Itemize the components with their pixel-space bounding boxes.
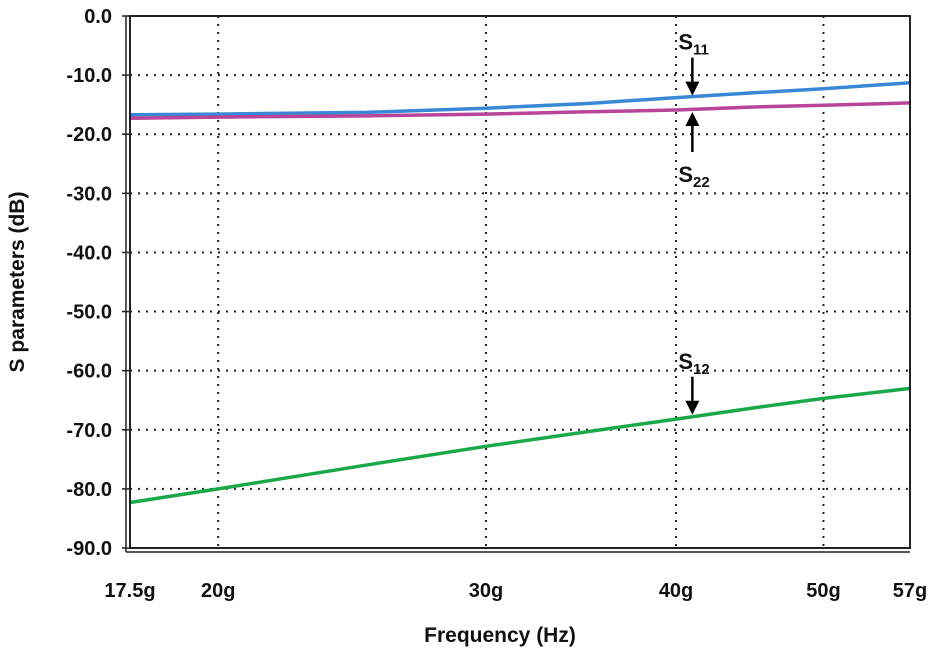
x-tick-label: 30g xyxy=(469,580,503,602)
y-tick-label: -10.0 xyxy=(66,65,112,87)
series-lines xyxy=(129,81,911,505)
y-tick-label: -70.0 xyxy=(66,420,112,442)
y-tick-label: -60.0 xyxy=(66,361,112,383)
grid xyxy=(122,15,910,549)
annotation-s22-arrow-head xyxy=(685,111,700,126)
y-tick-label: -50.0 xyxy=(66,302,112,324)
y-tick-label: -30.0 xyxy=(66,183,112,205)
annotation-s22-subscript: 22 xyxy=(693,174,710,191)
annotation-s12-label: S12 xyxy=(678,349,709,378)
y-tick-label: -90.0 xyxy=(66,538,112,560)
x-tick-label: 57g xyxy=(893,580,927,602)
annotation-s11-label: S11 xyxy=(678,30,709,59)
y-tick-label: -40.0 xyxy=(66,242,112,264)
y-tick-label: 0.0 xyxy=(84,6,112,28)
x-tick-label: 50g xyxy=(806,580,840,602)
y-axis-label: S parameters (dB) xyxy=(6,192,29,373)
series-line-s22 xyxy=(129,101,911,121)
tick-labels: 17.5g 20g 30g 40g 50g 57g 0.0 -10.0 -20.0 -30.0 -4… xyxy=(66,6,927,602)
annotation-s11-subscript: 11 xyxy=(693,42,709,59)
x-axis-label: Frequency (Hz) xyxy=(424,624,576,647)
x-tick-label: 40g xyxy=(659,580,693,602)
annotation-s12-arrow-head xyxy=(685,400,700,415)
plot-frame xyxy=(129,15,911,549)
y-tick-label: -20.0 xyxy=(66,124,112,146)
x-tick-label: 17.5g xyxy=(104,580,155,602)
annotations: S11 S22 S12 xyxy=(678,30,710,415)
series-line-s11 xyxy=(129,81,911,117)
x-tick-label: 20g xyxy=(201,580,235,602)
annotation-s12-subscript: 12 xyxy=(693,361,710,378)
series-line-s12 xyxy=(129,386,911,505)
annotation-s11-arrow-head xyxy=(685,81,700,96)
y-tick-label: -80.0 xyxy=(66,479,112,501)
annotation-s22-label: S22 xyxy=(678,162,709,191)
